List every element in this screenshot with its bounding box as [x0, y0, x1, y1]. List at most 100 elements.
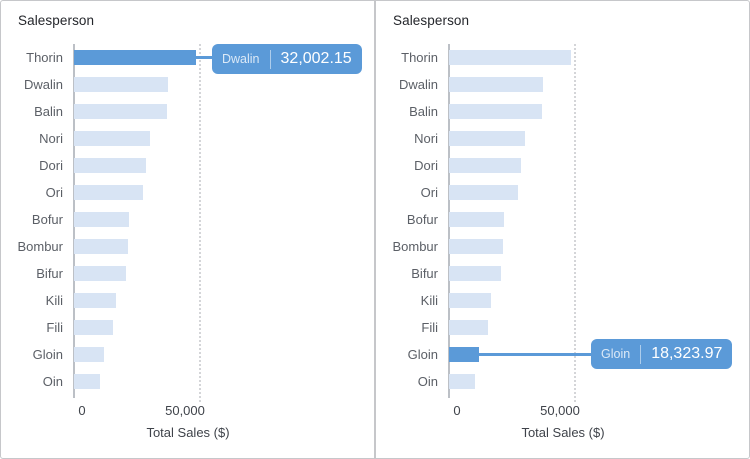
bar-row — [449, 233, 749, 260]
category-label-dwalin: Dwalin — [398, 77, 438, 92]
bar-row — [449, 152, 749, 179]
category-label-fili: Fili — [421, 320, 438, 335]
tooltip-value: 18,323.97 — [651, 345, 723, 362]
bar-gloin[interactable] — [74, 347, 104, 362]
category-label-bombur: Bombur — [392, 239, 438, 254]
bar-row — [74, 341, 374, 368]
bar-nori[interactable] — [74, 131, 151, 146]
bar-fili[interactable] — [74, 320, 114, 335]
category-label-nori: Nori — [414, 131, 438, 146]
category-label-thorin: Thorin — [401, 50, 438, 65]
bar-row — [449, 368, 749, 395]
chart-panel-right: Salesperson Thorin Dwalin Balin Nori Dori Ori… — [376, 1, 749, 458]
category-label-bifur: Bifur — [36, 266, 63, 281]
gridline-50000 — [199, 44, 201, 402]
bar-row — [74, 287, 374, 314]
bar-row — [74, 314, 374, 341]
category-label-gloin: Gloin — [407, 347, 438, 362]
category-label-kili: Kili — [45, 293, 63, 308]
bar-row — [74, 233, 374, 260]
bar-row — [74, 152, 374, 179]
bar-row — [74, 179, 374, 206]
bar-kili[interactable] — [74, 293, 116, 308]
category-label-bofur: Bofur — [31, 212, 63, 227]
tooltip-series-label: Dwalin — [222, 52, 260, 66]
bar-row — [74, 98, 374, 125]
bar-row — [449, 98, 749, 125]
bar-dori[interactable] — [449, 158, 522, 173]
bar-gloin[interactable] — [449, 347, 479, 362]
bar-dwalin[interactable] — [449, 77, 543, 92]
category-labels: Thorin Dwalin Balin Nori Dori Ori Bofur Bombur B… — [376, 44, 438, 395]
category-labels: Thorin Dwalin Balin Nori Dori Ori Bofur Bombur B… — [1, 44, 63, 395]
bar-fili[interactable] — [449, 320, 489, 335]
x-axis-title: Total Sales ($) — [146, 425, 230, 440]
bar-oin[interactable] — [449, 374, 476, 389]
chart-title: Salesperson — [18, 13, 95, 28]
bar-row — [449, 44, 749, 71]
bar-bifur[interactable] — [449, 266, 501, 281]
bar-row — [449, 260, 749, 287]
bar-ori[interactable] — [449, 185, 518, 200]
bar-nori[interactable] — [449, 131, 526, 146]
bar-row — [74, 125, 374, 152]
x-tick-zero: 0 — [78, 403, 86, 418]
bar-row — [74, 206, 374, 233]
bar-bofur[interactable] — [449, 212, 505, 227]
bar-row — [449, 179, 749, 206]
category-label-bombur: Bombur — [17, 239, 63, 254]
bar-row — [449, 71, 749, 98]
bar-oin[interactable] — [74, 374, 101, 389]
category-label-thorin: Thorin — [26, 50, 63, 65]
category-label-dwalin: Dwalin — [23, 77, 63, 92]
x-tick-50000: 50,000 — [540, 403, 580, 418]
tooltip-series-label: Gloin — [601, 347, 631, 361]
category-label-balin: Balin — [34, 104, 63, 119]
bar-row — [74, 44, 374, 71]
category-label-balin: Balin — [409, 104, 438, 119]
bar-bombur[interactable] — [449, 239, 503, 254]
category-label-kili: Kili — [420, 293, 438, 308]
tooltip-divider — [269, 49, 271, 69]
category-label-ori: Ori — [45, 185, 63, 200]
x-tick-zero: 0 — [453, 403, 461, 418]
category-label-bifur: Bifur — [411, 266, 438, 281]
bar-row — [449, 206, 749, 233]
tooltip: Dwalin 32,002.15 — [212, 44, 362, 74]
category-label-dori: Dori — [414, 158, 438, 173]
tooltip-connector-line — [479, 353, 592, 356]
bar-thorin[interactable] — [449, 50, 571, 65]
category-label-bofur: Bofur — [406, 212, 438, 227]
bar-row — [449, 287, 749, 314]
bar-balin[interactable] — [449, 104, 542, 119]
bar-thorin[interactable] — [74, 50, 196, 65]
tooltip-connector-line — [196, 56, 213, 59]
category-label-nori: Nori — [39, 131, 63, 146]
bar-ori[interactable] — [74, 185, 143, 200]
bar-bombur[interactable] — [74, 239, 128, 254]
category-label-fili: Fili — [46, 320, 63, 335]
chart-panel-left: Salesperson Thorin Dwalin Balin Nori Dori Ori… — [1, 1, 376, 458]
bar-row — [74, 368, 374, 395]
gridline-50000 — [574, 44, 576, 402]
bar-dori[interactable] — [74, 158, 147, 173]
tooltip-value: 32,002.15 — [280, 50, 352, 67]
bar-kili[interactable] — [449, 293, 491, 308]
bar-bofur[interactable] — [74, 212, 130, 227]
category-label-ori: Ori — [420, 185, 438, 200]
bar-row — [449, 314, 749, 341]
tooltip-divider — [640, 344, 642, 364]
tooltip: Gloin 18,323.97 — [591, 339, 733, 369]
bar-row — [74, 71, 374, 98]
bar-balin[interactable] — [74, 104, 167, 119]
bar-row — [449, 341, 749, 368]
bar-series — [449, 44, 749, 395]
bar-bifur[interactable] — [74, 266, 126, 281]
bar-series — [74, 44, 374, 395]
bar-row — [449, 125, 749, 152]
category-label-oin: Oin — [417, 374, 438, 389]
category-label-dori: Dori — [39, 158, 63, 173]
chart-title: Salesperson — [393, 13, 470, 28]
bar-dwalin[interactable] — [74, 77, 168, 92]
